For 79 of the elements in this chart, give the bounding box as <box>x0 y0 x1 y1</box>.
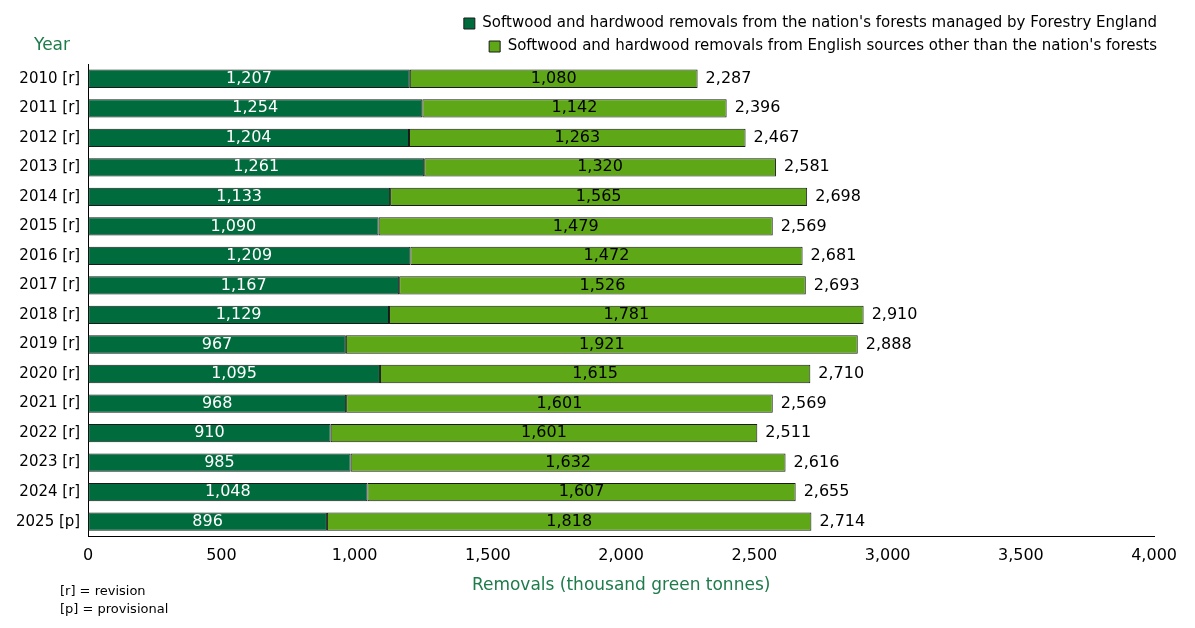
total-label: 2,655 <box>803 481 850 501</box>
total-label: 2,569 <box>780 215 827 235</box>
data-label: 968 <box>201 392 233 412</box>
y-tick-label: 2010 [r] <box>19 68 81 87</box>
data-label: 1,261 <box>233 156 280 176</box>
y-tick-label: 2022 [r] <box>19 422 81 441</box>
y-tick-label: 2016 [r] <box>19 245 81 264</box>
legend-label: Softwood and hardwood removals from English sources other than the nation's forests <box>507 36 1158 55</box>
y-axis-title: Year <box>33 34 70 55</box>
data-label: 1,921 <box>578 333 625 353</box>
data-label: 1,204 <box>225 126 272 146</box>
data-label: 1,601 <box>536 392 583 412</box>
x-tick-label: 2,000 <box>598 545 645 565</box>
data-label: 1,129 <box>215 304 262 324</box>
total-label: 2,287 <box>705 67 752 87</box>
data-label: 967 <box>201 333 233 353</box>
y-tick-label: 2024 [r] <box>19 482 81 500</box>
total-label: 2,569 <box>780 392 827 412</box>
y-tick-label: 2023 [r] <box>19 452 81 471</box>
data-label: 1,818 <box>546 510 593 530</box>
y-tick-label: 2020 [r] <box>19 363 81 382</box>
y-tick-label: 2012 [r] <box>19 127 81 146</box>
data-label: 1,090 <box>210 215 257 235</box>
x-tick-label: 3,000 <box>864 545 911 565</box>
data-label: 910 <box>194 422 225 442</box>
y-tick-label: 2017 [r] <box>19 275 81 294</box>
data-label: 1,615 <box>572 363 619 383</box>
y-tick-label: 2014 [r] <box>19 186 81 205</box>
total-label: 2,396 <box>734 97 781 117</box>
data-label: 985 <box>204 451 235 471</box>
data-label: 1,209 <box>226 245 273 265</box>
data-label: 1,133 <box>216 186 263 206</box>
total-label: 2,467 <box>753 126 800 146</box>
data-label: 1,263 <box>554 126 601 146</box>
data-label: 1,167 <box>220 274 267 294</box>
data-label: 1,080 <box>530 67 577 87</box>
x-axis-title: Removals (thousand green tonnes) <box>471 574 771 595</box>
x-tick-label: 1,500 <box>464 545 511 565</box>
x-tick-label: 4,000 <box>1131 545 1177 565</box>
total-label: 2,511 <box>765 422 812 442</box>
data-label: 1,142 <box>551 97 598 117</box>
data-label: 1,048 <box>204 481 251 501</box>
total-label: 2,910 <box>871 304 918 324</box>
x-tick-label: 0 <box>83 545 94 565</box>
data-label: 1,565 <box>575 186 622 206</box>
total-label: 2,581 <box>783 156 830 176</box>
data-label: 1,607 <box>558 481 605 501</box>
legend-label: Softwood and hardwood removals from the nation's forests managed by Forestry England <box>482 13 1157 32</box>
y-tick-label: 2015 [r] <box>19 216 81 235</box>
data-label: 1,207 <box>226 67 272 87</box>
y-tick-label: 2018 [r] <box>19 304 81 323</box>
data-label: 896 <box>192 510 223 530</box>
data-label: 1,781 <box>603 304 650 324</box>
x-tick-label: 500 <box>206 545 237 565</box>
y-tick-label: 2025 [p] <box>16 511 81 530</box>
data-label: 1,526 <box>579 274 626 294</box>
data-label: 1,479 <box>552 215 599 235</box>
total-label: 2,714 <box>819 510 866 530</box>
total-label: 2,698 <box>815 186 861 206</box>
total-label: 2,616 <box>793 451 840 471</box>
total-label: 2,710 <box>818 363 865 383</box>
data-label: 1,095 <box>211 363 257 383</box>
total-label: 2,693 <box>813 274 860 294</box>
data-label: 1,254 <box>232 97 279 117</box>
total-label: 2,888 <box>865 333 912 353</box>
y-tick-label: 2019 [r] <box>19 334 81 353</box>
text: [p] = provisional <box>60 601 169 617</box>
x-tick-label: 2,500 <box>731 545 778 565</box>
x-tick-label: 1,000 <box>331 545 378 565</box>
data-label: 1,632 <box>545 451 592 471</box>
y-tick-label: 2011 [r] <box>19 98 81 117</box>
x-tick-label: 3,500 <box>997 545 1044 565</box>
y-tick-label: 2013 [r] <box>19 157 81 176</box>
data-label: 1,472 <box>583 245 630 265</box>
data-label: 1,320 <box>577 156 623 176</box>
text: [r] = revision <box>60 583 146 599</box>
data-label: 1,601 <box>521 422 567 442</box>
total-label: 2,681 <box>810 245 857 265</box>
y-tick-label: 2021 [r] <box>19 393 81 412</box>
